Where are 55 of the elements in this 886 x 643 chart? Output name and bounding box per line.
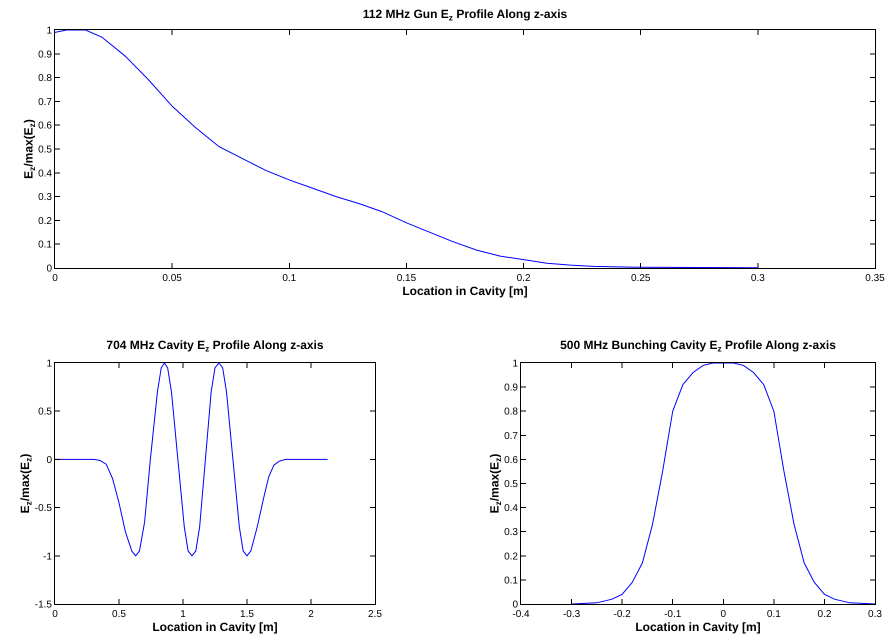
x-tick-label: 0.5 <box>112 609 126 620</box>
line-series <box>55 30 758 268</box>
x-axis-title: Location in Cavity [m] <box>402 284 528 298</box>
y-tick-label: 1 <box>512 358 518 370</box>
y-tick-label: 0.3 <box>504 527 518 538</box>
x-axis-title: Location in Cavity [m] <box>152 620 278 634</box>
y-tick-label: 0.6 <box>38 120 52 132</box>
y-tick-label: 0.8 <box>38 73 52 84</box>
chart-title: 704 MHz Cavity E$_{z}$ Profile Along z-axis <box>106 338 324 354</box>
y-tick-label: 0.4 <box>38 168 52 180</box>
x-tick-label: 0.3 <box>868 609 882 620</box>
y-tick-label: 0.8 <box>504 406 518 418</box>
y-tick-label: 0.7 <box>504 430 518 442</box>
x-tick-label: -0.1 <box>664 609 682 620</box>
y-tick-label: 0 <box>46 264 52 274</box>
x-tick-label: -0.4 <box>512 609 530 620</box>
y-tick-label: 0 <box>46 454 52 466</box>
x-tick-label: 0.2 <box>817 609 832 620</box>
y-tick-label: -1 <box>43 551 52 562</box>
x-tick-label: 2 <box>308 609 314 620</box>
y-tick-label: 1 <box>46 26 52 36</box>
y-tick-label: 0.9 <box>38 49 52 60</box>
x-tick-label: 0.15 <box>396 273 417 284</box>
x-axis-title: Location in Cavity [m] <box>635 620 761 634</box>
x-tick-label: 2.5 <box>368 609 382 620</box>
x-tick-label: -0.2 <box>614 609 632 620</box>
y-tick-label: 0.5 <box>504 479 518 490</box>
chart-title: 112 MHz Gun E$_{z}$ Profile Along z-axis <box>362 7 568 23</box>
x-tick-label: 0 <box>720 609 727 620</box>
y-tick-label: 0.2 <box>504 551 518 562</box>
y-tick-label: 0.6 <box>504 454 518 466</box>
x-tick-label: 0.1 <box>766 609 782 620</box>
x-tick-label: -0.3 <box>562 609 581 620</box>
y-tick-label: 0 <box>512 600 518 610</box>
x-tick-label: 0.05 <box>162 273 182 284</box>
y-tick-label: 0.9 <box>504 382 518 394</box>
y-tick-label: 0.3 <box>38 192 52 204</box>
x-tick-label: 0.1 <box>282 273 297 284</box>
x-tick-label: 0.25 <box>630 273 651 284</box>
y-tick-label: -1.5 <box>34 600 52 610</box>
y-tick-label: 0.4 <box>504 503 518 514</box>
x-tick-label: 0.3 <box>750 273 766 284</box>
y-tick-label: -0.5 <box>34 503 52 514</box>
y-tick-label: 1 <box>46 358 52 370</box>
y-tick-label: 0.7 <box>38 96 52 108</box>
x-tick-label: 0.35 <box>865 273 886 284</box>
x-tick-label: 1.5 <box>240 609 254 620</box>
y-tick-label: 0.5 <box>38 144 52 156</box>
y-tick-label: 0.5 <box>38 406 52 418</box>
y-tick-label: 0.1 <box>38 240 52 251</box>
line-series <box>571 363 875 604</box>
x-tick-label: 1 <box>180 609 186 620</box>
y-tick-label: 0.1 <box>504 575 518 586</box>
chart-title: 500 MHz Bunching Cavity E$_{z}$ Profile Along z-axis <box>560 338 836 354</box>
y-tick-label: 0.2 <box>38 216 52 227</box>
